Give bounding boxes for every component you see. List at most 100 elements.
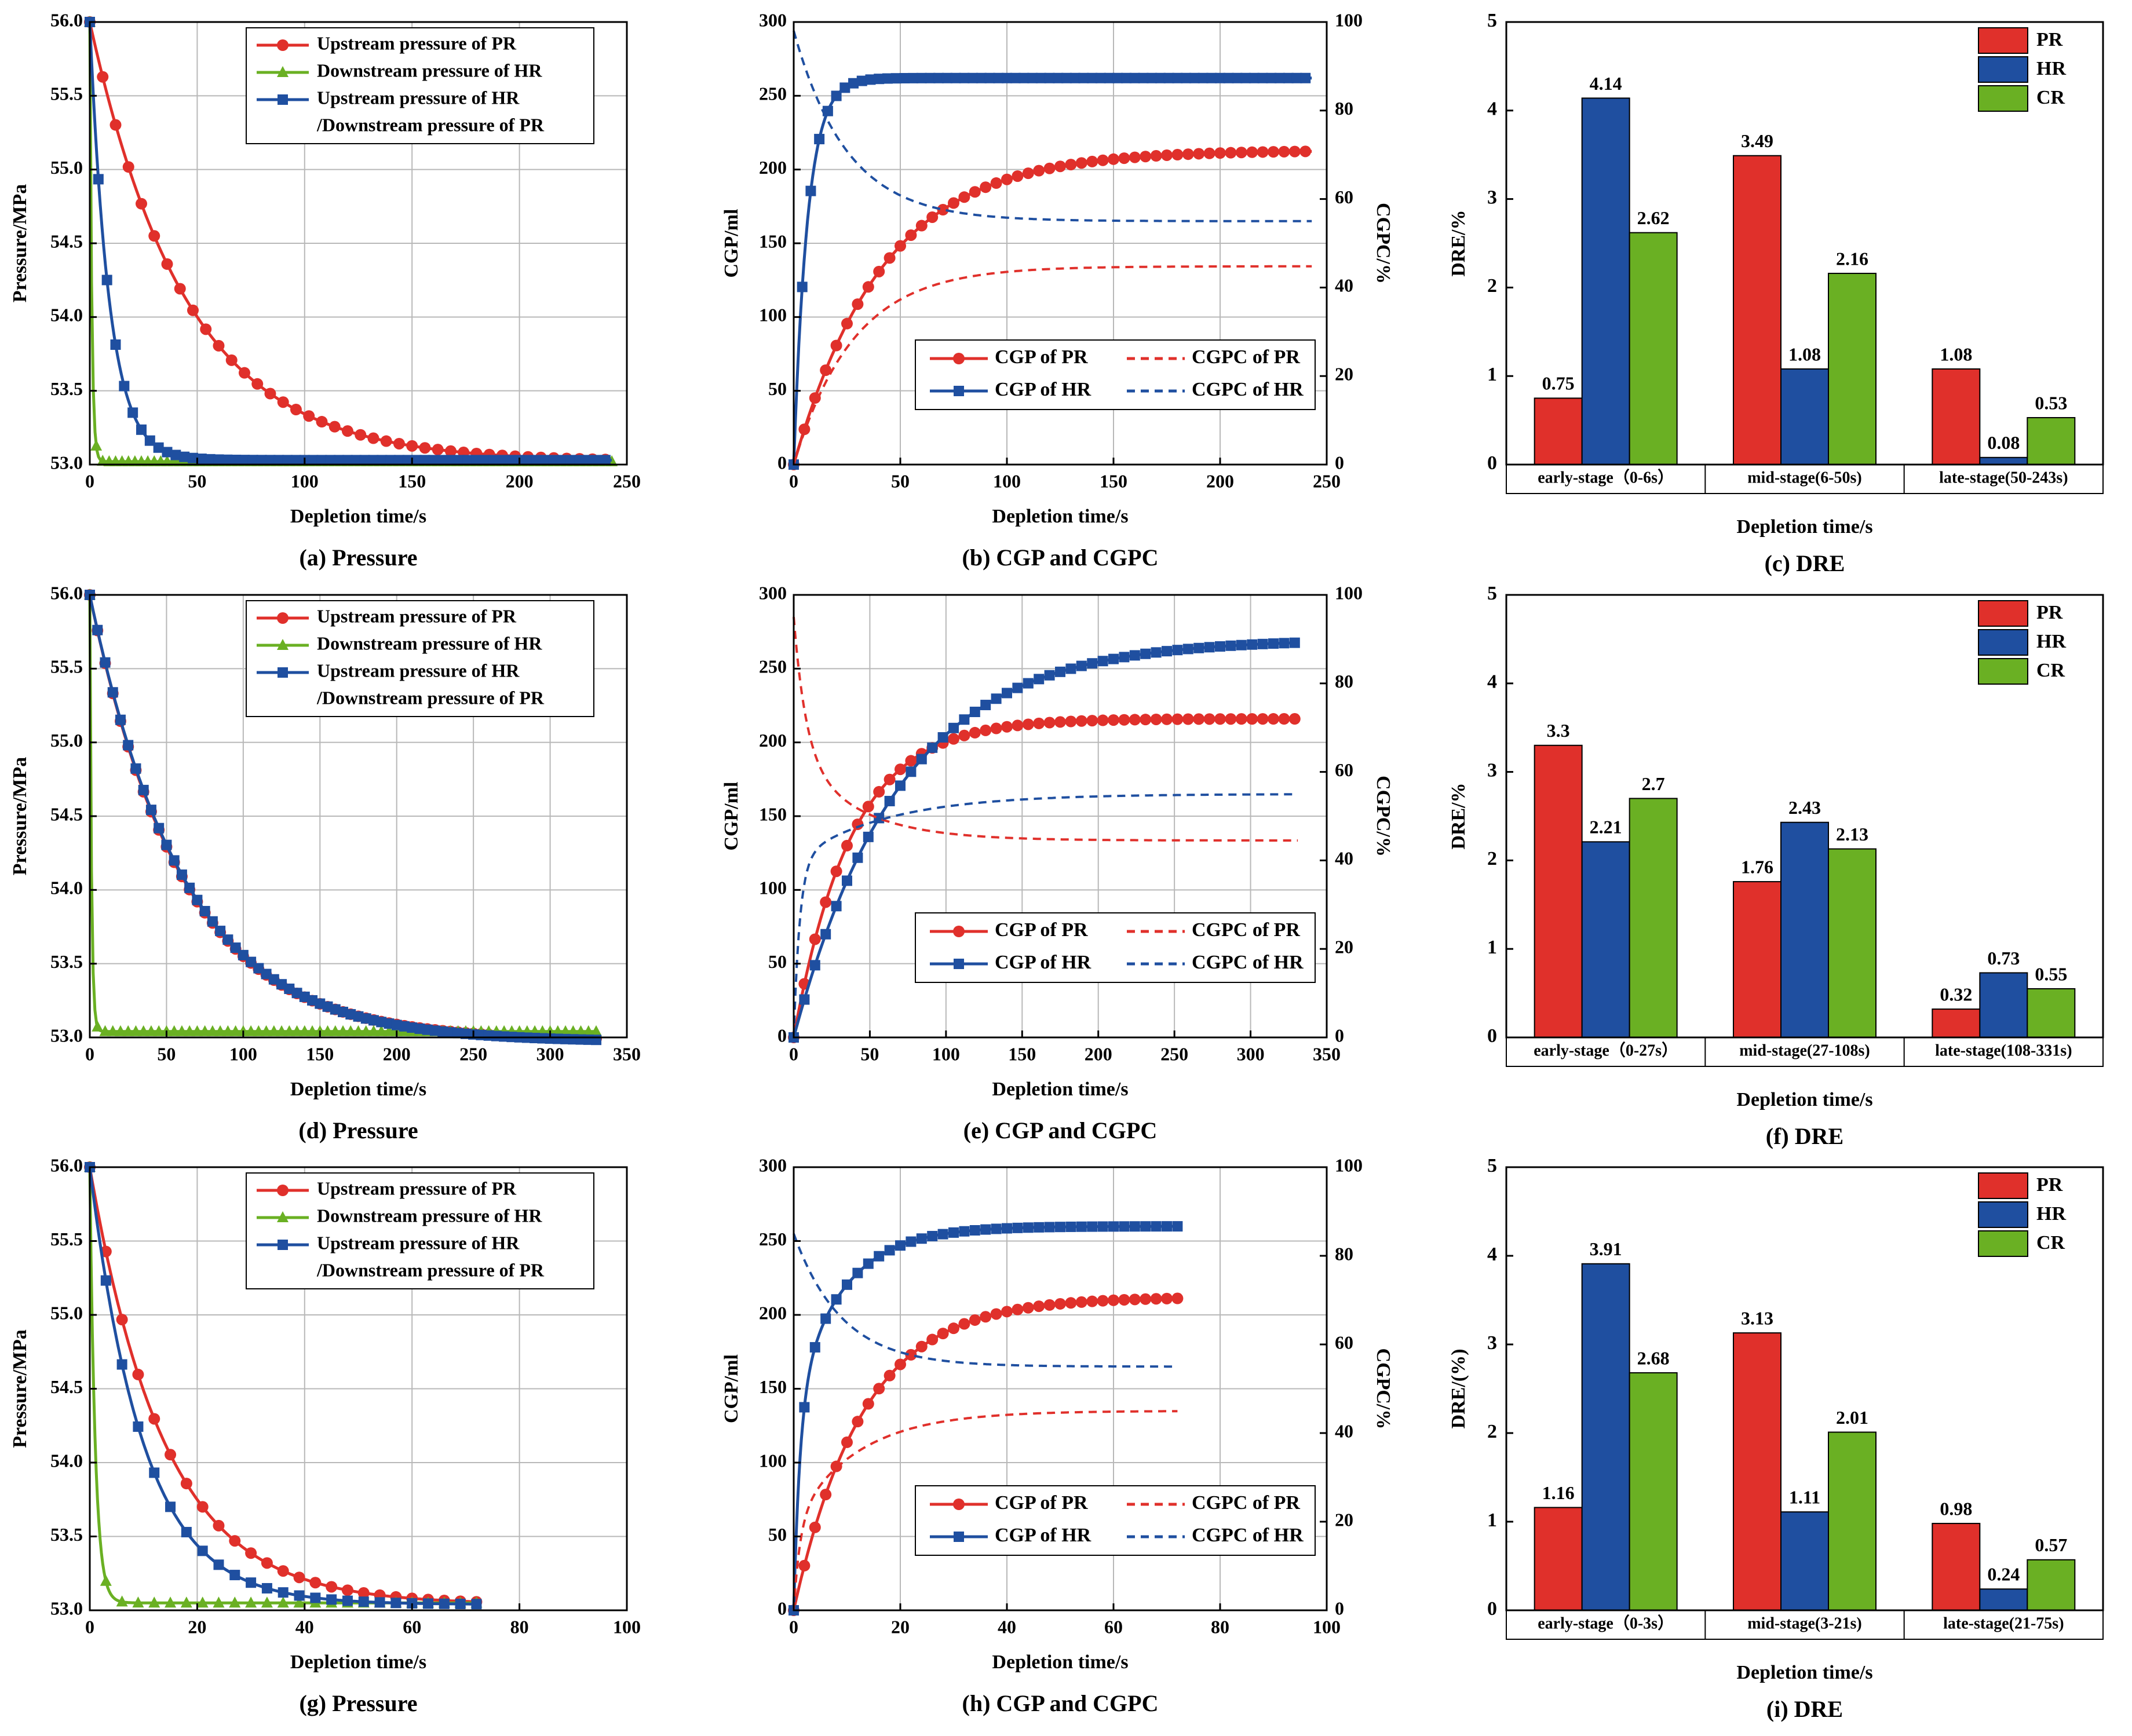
data-point [980,724,992,736]
data-point [583,455,594,466]
data-point [969,707,980,718]
data-point [984,72,995,83]
data-point [948,1322,959,1335]
y-tick-label: 2 [1487,1421,1497,1442]
y-tick-label: 55.0 [50,730,83,751]
y-tick-label: 54.0 [50,305,83,326]
data-point [393,455,404,466]
y-tick-label: 55.5 [50,1229,83,1249]
data-point [169,855,180,866]
data-point [820,364,832,377]
data-point [99,1025,111,1036]
data-point [1162,646,1172,657]
bar-value-label: 0.53 [2035,392,2067,413]
data-point [1086,715,1098,727]
data-point [948,722,959,733]
y2-tick-label: 40 [1335,1420,1353,1441]
bar-cr [1828,848,1877,1038]
data-point [161,258,173,270]
data-point [1001,1306,1013,1318]
panel-caption: (h) CGP and CGPC [962,1690,1159,1716]
data-point [1010,72,1021,83]
data-point [968,72,979,83]
data-point [345,1025,357,1036]
data-point [969,1225,980,1236]
x-tick-label: 150 [398,470,426,491]
legend-label: CR [2036,1232,2065,1253]
x-tick-label: 200 [1206,470,1234,491]
x-tick-label: 150 [1100,470,1127,491]
data-point [852,298,864,310]
data-point [1108,1294,1119,1306]
data-point [798,1559,811,1571]
data-point [884,1369,896,1382]
legend-label: CGPC of HR [1192,952,1304,973]
data-point [809,1521,821,1533]
x-tick-label: 150 [306,1043,334,1064]
data-point [187,452,198,463]
legend-box [246,600,594,717]
x-tick-label: 100 [291,470,319,491]
data-point [1001,721,1013,733]
y-axis-label: DRE/% [1448,783,1469,849]
legend-box [246,27,594,144]
x-tick-label: 100 [932,1043,960,1064]
legend-marker [277,39,289,51]
data-point [144,435,155,446]
data-point [1215,72,1225,83]
bar-value-label: 1.76 [1741,856,1773,877]
data-point [367,432,379,444]
data-point [1033,1300,1045,1313]
data-point [1033,717,1045,729]
y-tick-label: 54.5 [50,231,83,251]
data-point [293,1596,305,1608]
data-point [127,407,138,418]
data-point [1257,72,1268,83]
y-tick-label: 0 [777,452,787,473]
data-point [261,1557,273,1569]
y-tick-label: 4 [1487,1244,1497,1265]
data-point [325,455,336,466]
x-tick-label: 50 [157,1043,176,1064]
x-tick-label: 0 [85,1616,94,1637]
data-point [1225,713,1237,725]
data-point [380,435,392,447]
y2-tick-label: 20 [1335,364,1353,385]
legend-label: CGP of PR [995,1492,1088,1514]
data-point [841,839,853,851]
data-point [277,1596,289,1608]
legend-box [915,1485,1316,1556]
data-point [969,1314,981,1326]
data-point [133,1421,144,1432]
bar-value-label: 1.16 [1542,1482,1575,1503]
data-point [488,455,499,466]
bar-pr [1733,881,1781,1039]
category-label: late-stage(21-75s) [1943,1614,2064,1632]
data-point [1129,714,1141,726]
x-tick-label: 40 [295,1616,314,1637]
data-point [1118,152,1130,165]
data-point [1225,640,1236,651]
bar-value-label: 2.13 [1836,824,1868,845]
legend-label: CGP of PR [995,919,1088,941]
y2-tick-label: 100 [1335,9,1363,30]
y-tick-label: 0 [1487,1598,1497,1620]
data-point [830,339,842,352]
data-point [174,283,186,295]
data-point [1054,1298,1066,1310]
bar-value-label: 2.21 [1590,817,1622,838]
data-point [820,929,831,940]
bar-pr [1534,397,1583,466]
y2-tick-label: 40 [1335,848,1353,869]
bar-value-label: 2.43 [1788,797,1821,818]
panel-caption: (f) DRE [1766,1123,1843,1149]
y-axis-label: CGP/ml [721,782,742,851]
legend-label: CGP of HR [995,952,1091,973]
data-point [831,901,842,912]
data-point [1053,72,1064,83]
data-point [260,1025,272,1036]
x-tick-label: 100 [229,1043,257,1064]
data-point [290,455,301,466]
data-point [306,1025,319,1036]
data-point [360,1025,372,1036]
